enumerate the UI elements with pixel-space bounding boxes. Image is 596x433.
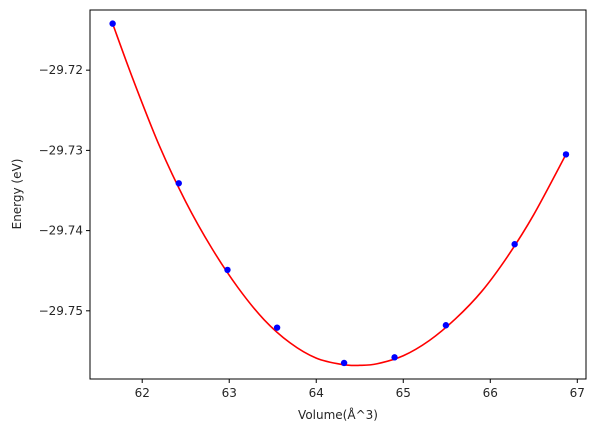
data-point (442, 322, 450, 329)
y-tick-label: −29.72 (39, 63, 83, 77)
data-point (175, 180, 182, 187)
data-point (562, 151, 570, 158)
plot-frame (89, 9, 587, 380)
x-tick-label: 65 (396, 386, 411, 400)
plot-area-background (90, 10, 586, 379)
y-axis-label: Energy (eV) (10, 159, 24, 230)
y-axis-ticks: −29.72 −29.73 −29.74 −29.75 (39, 63, 90, 318)
data-point (340, 359, 348, 367)
x-tick-label: 63 (222, 386, 237, 400)
data-point (224, 266, 231, 274)
series-layer (109, 20, 570, 367)
data-point (511, 241, 518, 248)
x-axis-ticks: 62 63 64 65 66 67 (135, 379, 585, 400)
y-tick-label: −29.75 (39, 304, 83, 318)
x-tick-label: 62 (135, 386, 150, 400)
x-axis-label: Volume(Å^3) (298, 407, 378, 422)
data-point (273, 324, 281, 331)
data-point (109, 20, 116, 27)
y-tick-label: −29.74 (39, 224, 83, 238)
data-point (391, 354, 398, 361)
x-tick-label: 66 (483, 386, 498, 400)
y-tick-label: −29.73 (39, 143, 83, 157)
x-tick-label: 64 (309, 386, 324, 400)
x-tick-label: 67 (570, 386, 585, 400)
